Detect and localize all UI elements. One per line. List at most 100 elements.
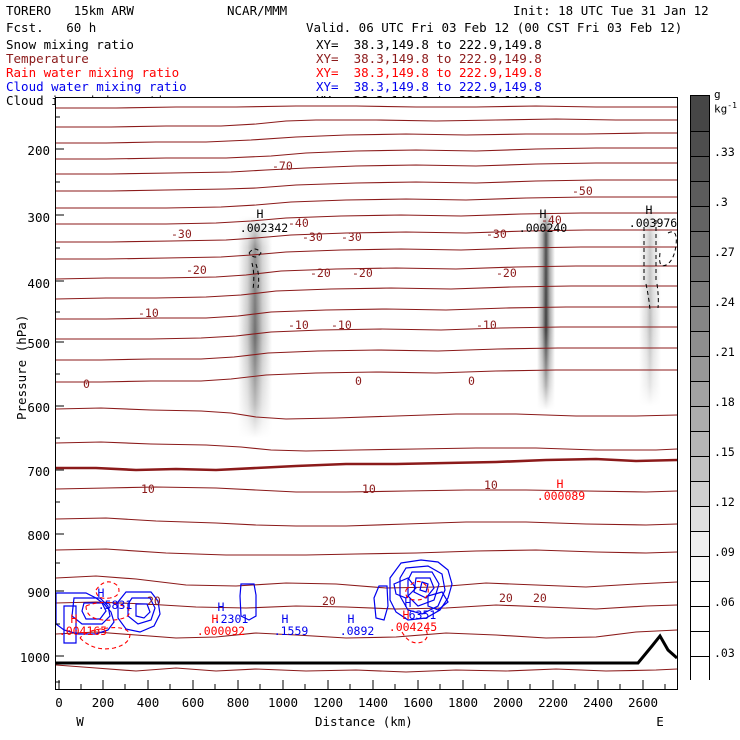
legend-item-rain-xy: XY= 38.3,149.8 to 222.9,149.8 [316,65,542,80]
y-tick-label: 1000 [19,650,50,665]
colorbar-tick-label: .18 [714,395,735,409]
y-tick-label: 600 [27,400,50,415]
colorbar[interactable] [690,95,710,682]
extremum-value: .000092 [196,624,246,638]
extremum-marker-h: H [539,207,547,221]
colorbar-tick-label: .03 [714,646,735,660]
y-tick-label: 800 [27,528,50,543]
colorbar-tick-label: .09 [714,545,735,559]
extremum-marker-h: H [217,600,225,614]
extremum-value: .2301 [213,612,249,626]
colorbar-cell [691,232,709,257]
colorbar-cell [691,282,709,307]
contour-label: -40 [288,216,309,230]
contour-label: -10 [138,306,159,320]
contour-label: -10 [331,318,352,332]
cloud-water-contours [56,559,453,644]
plot-canvas [56,105,677,673]
extremum-marker-h: H [211,612,219,626]
extremum-value: .1559 [273,624,309,638]
colorbar-cell [691,532,709,557]
contour-label: -30 [302,230,323,244]
x-tick-label: 2600 [627,695,659,710]
extremum-marker-h: H [256,207,264,221]
rain-water-contours [79,580,429,650]
legend-item-snow-xy: XY= 38.3,149.8 to 222.9,149.8 [316,37,542,52]
contour-label: 10 [484,478,498,492]
extremum-marker-h: H [97,586,105,600]
legend-item-cloud-water-xy: XY= 38.3,149.8 to 222.9,149.8 [316,79,542,94]
legend-item-rain-label: Rain water mixing ratio [6,65,180,80]
contour-label: -30 [171,227,192,241]
x-tick-label: 600 [181,695,205,710]
contour-label: 0 [468,374,475,388]
x-tick-label: 2400 [582,695,614,710]
colorbar-cell [691,482,709,507]
x-tick-label: 1000 [267,695,299,710]
x-axis-title: Distance (km) [315,714,413,729]
colorbar-cell [691,307,709,332]
contour-label: 20 [147,594,161,608]
x-tick-label: 1400 [357,695,389,710]
colorbar-tick-label: .21 [714,345,735,359]
contour-label: -50 [572,184,593,198]
east-end-label: E [656,714,664,729]
colorbar-cell [691,507,709,532]
contour-label: -70 [272,159,293,173]
x-tick-label: 800 [226,695,250,710]
extremum-marker-h: H [404,596,412,610]
colorbar-tick-label: .06 [714,595,735,609]
colorbar-units: g kg-1 [714,88,740,116]
colorbar-units-exponent: -1 [727,101,737,110]
zero-degree-isotherm [56,457,677,472]
colorbar-tick-label: .12 [714,495,735,509]
y-tick-label: 200 [27,143,50,158]
chart-header: TORERO 15km ARW NCAR/MMM Init: 18 UTC Tu… [0,0,740,107]
extremum-value: .5831 [97,598,133,612]
colorbar-cell [691,557,709,582]
x-tick-label: 2200 [537,695,569,710]
colorbar-cell [691,432,709,457]
model-label: TORERO 15km ARW [6,3,134,18]
legend-item-temperature-xy: XY= 38.3,149.8 to 222.9,149.8 [316,51,542,66]
colorbar-cell [691,132,709,157]
contour-label: -30 [486,227,507,241]
contour-label: -10 [476,318,497,332]
colorbar-cell [691,632,709,657]
extremum-value: .004165 [58,624,108,638]
x-tick-label: 1800 [447,695,479,710]
center-label: NCAR/MMM [227,3,288,18]
colorbar-tick-label: .27 [714,245,735,259]
y-tick-label: 500 [27,336,50,351]
extremum-value: .004245 [388,620,438,634]
colorbar-tick-label: .24 [714,295,735,309]
x-tick-label: 400 [136,695,160,710]
legend-item-snow-label: Snow mixing ratio [6,37,134,52]
colorbar-cell [691,382,709,407]
extremum-marker-h: H [645,203,653,217]
terrain-line [56,633,677,665]
colorbar-cell [691,607,709,632]
contour-label: -20 [352,266,373,280]
colorbar-cell [691,657,709,682]
y-axis-title: Pressure (hPa) [14,314,29,420]
extremum-value: .0892 [339,624,375,638]
x-tick-label: 1200 [312,695,344,710]
contour-label: 20 [499,591,513,605]
west-end-label: W [76,714,84,729]
extremum-value: .000089 [536,489,586,503]
contour-label: -30 [341,230,362,244]
extremum-value: .000240 [518,221,568,235]
y-tick-label: 900 [27,585,50,600]
contour-label: -20 [496,266,517,280]
contour-label: 0 [355,374,362,388]
y-tick-label: 700 [27,464,50,479]
colorbar-cell [691,157,709,182]
contour-label: -20 [310,266,331,280]
x-tick-label: 200 [91,695,115,710]
extremum-value: .003976 [628,216,678,230]
forecast-hour-label: Fcst. 60 h [6,20,97,35]
contour-label: -20 [186,263,207,277]
contour-label: 10 [141,482,155,496]
legend-item-temperature-label: Temperature [6,51,89,66]
